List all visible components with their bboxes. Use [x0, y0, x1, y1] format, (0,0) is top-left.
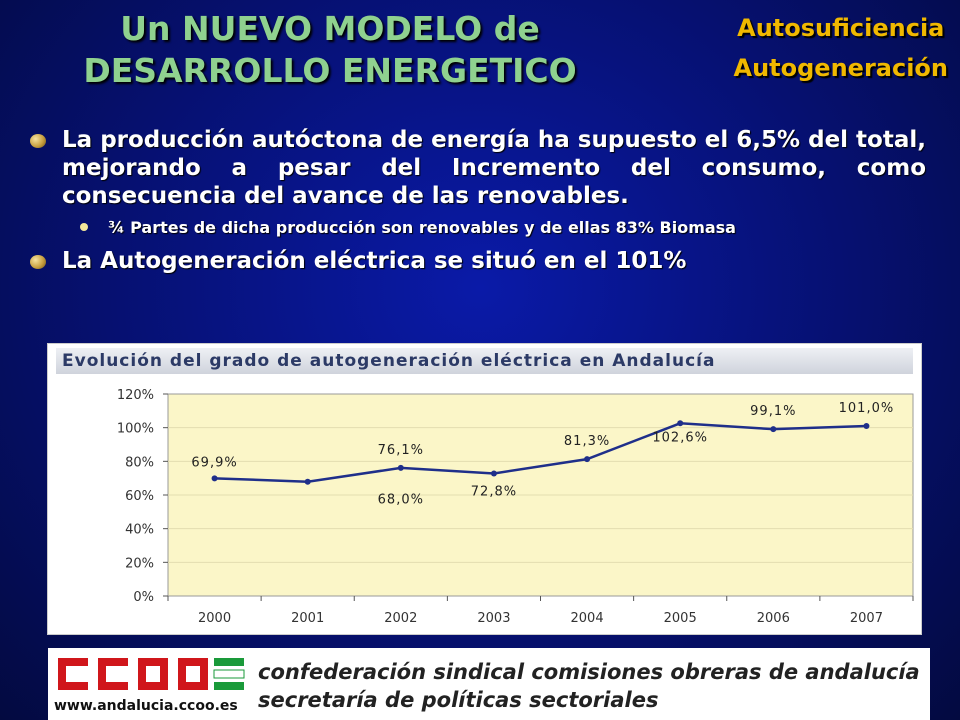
chart-title: Evolución del grado de autogeneración el…	[56, 348, 913, 374]
data-point	[211, 475, 218, 482]
org-name: confederación sindical comisiones obrera…	[258, 660, 920, 684]
bullet-item-produccion: La producción autóctona de energía ha su…	[30, 126, 926, 210]
logo-stripe	[214, 658, 244, 666]
data-label: 76,1%	[378, 443, 424, 458]
page-title: Un NUEVO MODELO de DESARROLLO ENERGETICO	[10, 8, 650, 92]
y-tick-label: 60%	[125, 489, 154, 504]
logo-stripe	[213, 669, 245, 679]
x-tick-label: 2004	[571, 611, 604, 626]
sub-bullet-icon	[80, 223, 88, 231]
tag-autosuficiencia: Autosuficiencia	[737, 14, 945, 42]
y-tick-label: 20%	[125, 556, 154, 571]
data-point	[770, 426, 777, 433]
bullet-icon	[30, 255, 46, 269]
data-point	[397, 464, 404, 471]
x-tick-label: 2005	[664, 611, 697, 626]
logo-letter-c	[58, 658, 88, 690]
data-label: 99,1%	[750, 404, 796, 419]
data-label: 69,9%	[191, 455, 237, 470]
title-line-2: DESARROLLO ENERGETICO	[83, 51, 577, 90]
x-tick-label: 2003	[477, 611, 510, 626]
logo-letter-o	[178, 658, 208, 690]
x-tick-label: 2007	[850, 611, 883, 626]
data-label: 101,0%	[839, 401, 895, 416]
title-line-1: Un NUEVO MODELO de	[120, 9, 540, 48]
x-tick-label: 2001	[291, 611, 324, 626]
data-label: 68,0%	[378, 493, 424, 508]
series-line	[214, 422, 867, 483]
y-tick-label: 100%	[117, 422, 154, 437]
x-tick-label: 2006	[757, 611, 790, 626]
y-tick-label: 120%	[117, 388, 154, 403]
data-point	[863, 422, 870, 429]
line-chart: 0% 20% 40% 60% 80% 100% 120% 2000 2001 2002 2003 20…	[117, 388, 914, 626]
bullet-icon	[30, 134, 46, 148]
topic-tag: Autosuficiencia Autogeneración	[734, 8, 949, 88]
data-point	[490, 470, 497, 477]
bullet-item-autogeneracion: La Autogeneración eléctrica se situó en …	[30, 247, 926, 275]
data-label: 72,8%	[471, 484, 517, 499]
sub-bullet-renovables: ¾ Partes de dicha producción son renovab…	[80, 218, 926, 237]
y-tick-label: 40%	[125, 523, 154, 538]
logo-letter-c	[98, 658, 128, 690]
sub-bullet-text: ¾ Partes de dicha producción son renovab…	[108, 218, 736, 237]
footer-banner: www.andalucia.ccoo.es confederación sind…	[48, 648, 930, 720]
bullet-text: La producción autóctona de energía ha su…	[62, 127, 926, 209]
data-point	[304, 478, 311, 485]
data-label: 81,3%	[564, 434, 610, 449]
org-department: secretaría de políticas sectoriales	[258, 688, 659, 712]
data-point	[677, 420, 684, 427]
data-label: 102,6%	[652, 430, 708, 445]
ccoo-logo	[54, 654, 249, 694]
logo-stripe	[214, 682, 244, 690]
data-point	[584, 456, 591, 463]
x-tick-label: 2000	[198, 611, 231, 626]
website-url: www.andalucia.ccoo.es	[54, 698, 238, 714]
logo-letter-o	[138, 658, 168, 690]
bullet-list: La producción autóctona de energía ha su…	[30, 126, 926, 275]
tag-autogeneracion: Autogeneración	[733, 54, 949, 82]
y-tick-label: 0%	[133, 590, 154, 605]
y-tick-label: 80%	[125, 455, 154, 470]
bullet-text: La Autogeneración eléctrica se situó en …	[62, 248, 687, 274]
chart-panel: Evolución del grado de autogeneración el…	[47, 343, 922, 635]
x-tick-label: 2002	[384, 611, 417, 626]
